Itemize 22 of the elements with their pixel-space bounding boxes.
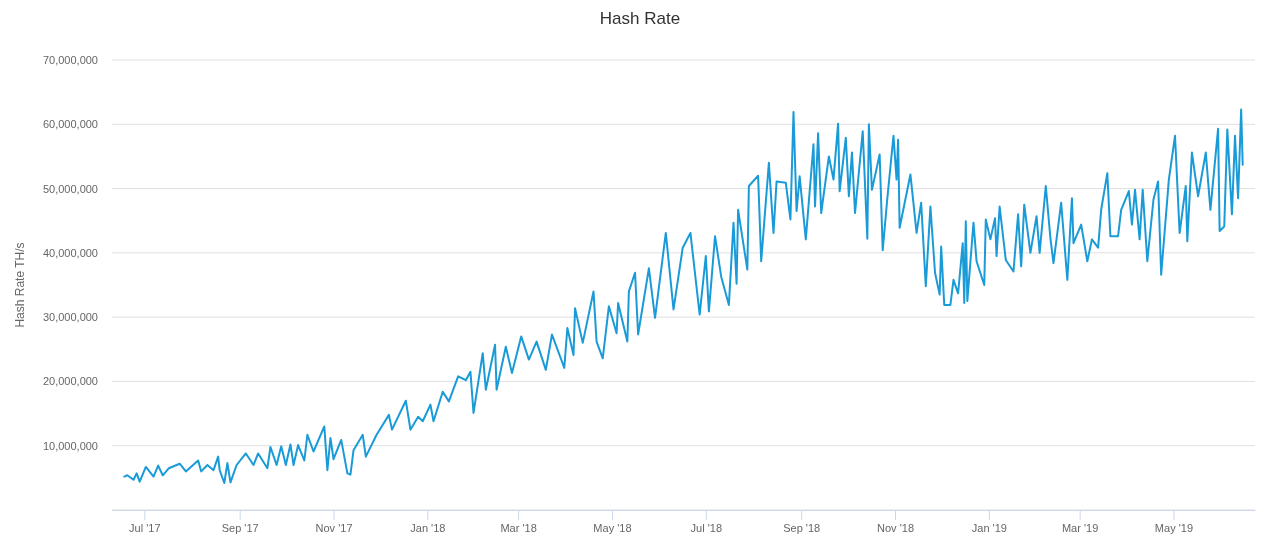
line-series — [123, 108, 1244, 484]
x-tick-label: Jan '18 — [410, 521, 446, 534]
chart-title: Hash Rate — [599, 9, 681, 28]
y-tick-label: 50,000,000 — [42, 182, 98, 195]
x-tick-label: Jan '19 — [971, 521, 1007, 534]
y-tick-label: 10,000,000 — [42, 439, 98, 452]
x-tick-label: Sep '17 — [221, 521, 259, 534]
x-tick-label: Nov '17 — [315, 521, 353, 534]
y-tick-label: 70,000,000 — [42, 54, 98, 67]
x-tick-label: Jul '17 — [129, 521, 161, 534]
x-tick-label: Jul '18 — [690, 521, 723, 534]
y-tick-label: 40,000,000 — [42, 246, 98, 259]
x-tick-label: May '18 — [593, 521, 632, 534]
y-tick-label: 60,000,000 — [42, 118, 98, 131]
y-axis-title: Hash Rate TH/s — [13, 242, 27, 328]
x-tick-label: Sep '18 — [783, 521, 821, 534]
x-tick-label: Mar '19 — [1061, 521, 1099, 534]
y-tick-label: 20,000,000 — [42, 375, 98, 388]
x-tick-label: Mar '18 — [500, 521, 537, 534]
x-tick-label: May '19 — [1154, 521, 1194, 534]
y-tick-label: 30,000,000 — [42, 311, 98, 324]
x-tick-label: Nov '18 — [877, 521, 914, 534]
